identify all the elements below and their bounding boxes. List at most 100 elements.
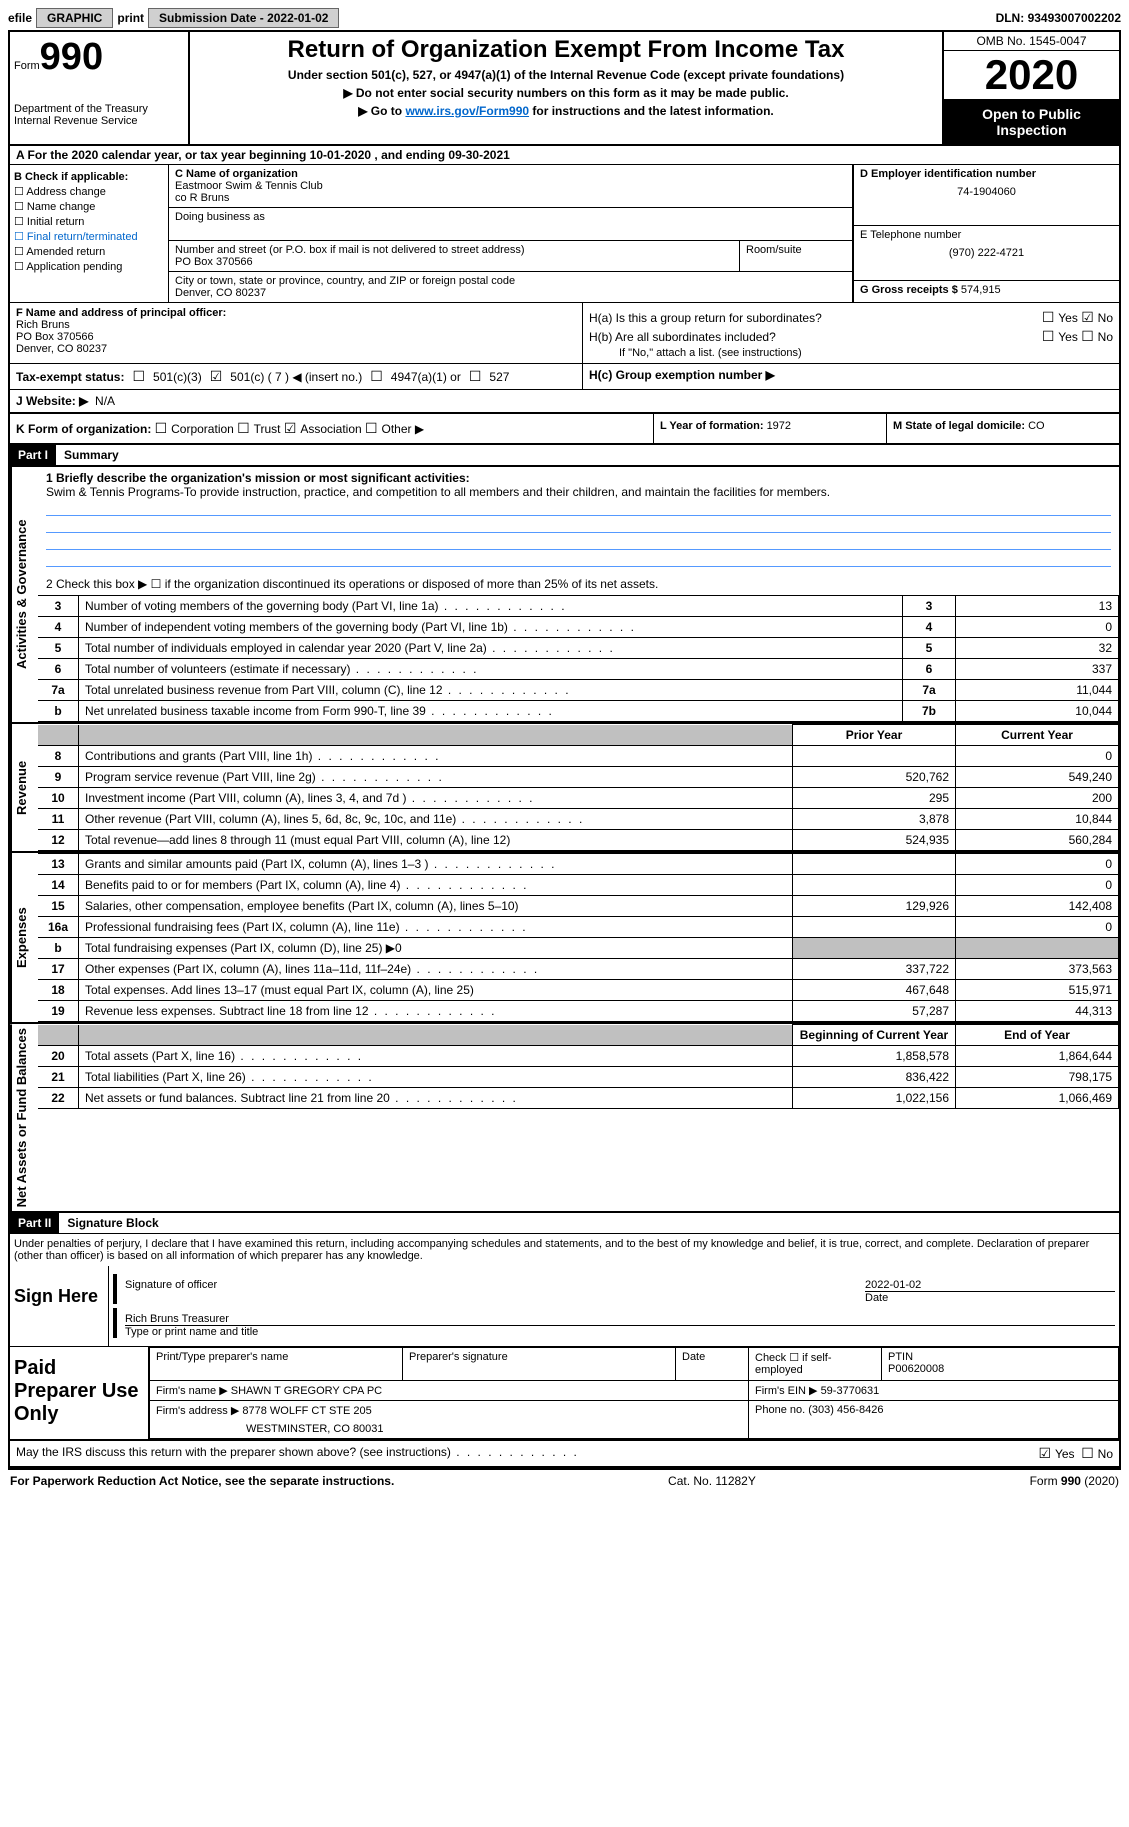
form-word: Form [14, 60, 40, 72]
vert-revenue: Revenue [10, 724, 38, 851]
chk-527[interactable] [469, 368, 482, 385]
table-row: 17Other expenses (Part IX, column (A), l… [38, 959, 1119, 980]
catalog-number: Cat. No. 11282Y [668, 1474, 756, 1488]
dln: DLN: 93493007002202 [996, 11, 1121, 25]
officer-cell: F Name and address of principal officer:… [10, 303, 583, 363]
submission-date-button[interactable]: Submission Date - 2022-01-02 [148, 8, 339, 28]
chk-application-pending[interactable]: Application pending [14, 260, 164, 273]
department: Department of the Treasury Internal Reve… [14, 103, 184, 127]
column-d: D Employer identification number 74-1904… [854, 165, 1119, 302]
declaration: Under penalties of perjury, I declare th… [10, 1234, 1119, 1266]
header: Form990 Department of the Treasury Inter… [10, 32, 1119, 146]
chk-501c[interactable] [210, 368, 223, 385]
print-label: print [117, 11, 144, 25]
q1-block: 1 Briefly describe the organization's mi… [38, 467, 1119, 573]
instruction-2: ▶ Go to www.irs.gov/Form990 for instruct… [198, 104, 934, 118]
signature-line: Signature of officer 2022-01-02Date [113, 1274, 1115, 1304]
chk-initial-return[interactable]: Initial return [14, 215, 164, 228]
h-b-note: If "No," attach a list. (see instruction… [619, 347, 1113, 359]
l-year: L Year of formation: 1972 [654, 414, 887, 443]
blank-line [46, 518, 1111, 533]
graphic-button[interactable]: GRAPHIC [36, 8, 113, 28]
chk-501c3[interactable] [132, 368, 145, 385]
table-row: 14Benefits paid to or for members (Part … [38, 875, 1119, 896]
table-row: 3Number of voting members of the governi… [38, 596, 1119, 617]
vert-netassets: Net Assets or Fund Balances [10, 1024, 38, 1211]
h-section: H(a) Is this a group return for subordin… [583, 303, 1119, 363]
table-row: 12Total revenue—add lines 8 through 11 (… [38, 830, 1119, 851]
chk-amended[interactable]: Amended return [14, 245, 164, 258]
chk-4947[interactable] [370, 368, 383, 385]
form-number: 990 [40, 36, 103, 78]
table-row: 13Grants and similar amounts paid (Part … [38, 854, 1119, 875]
discuss-row: May the IRS discuss this return with the… [10, 1441, 1119, 1468]
h-b: H(b) Are all subordinates included? Yes … [589, 328, 1113, 345]
discuss-yes[interactable] [1039, 1447, 1055, 1461]
km-row: K Form of organization: Corporation Trus… [10, 414, 1119, 445]
m-state: M State of legal domicile: CO [887, 414, 1119, 443]
chk-trust[interactable] [237, 422, 253, 436]
open-to-public: Open to Public Inspection [944, 100, 1119, 144]
expenses-table: 13Grants and similar amounts paid (Part … [38, 853, 1119, 1022]
table-row: Print/Type preparer's name Preparer's si… [150, 1348, 1119, 1381]
q2-block: 2 Check this box ▶ ☐ if the organization… [38, 573, 1119, 595]
column-c: C Name of organization Eastmoor Swim & T… [169, 165, 1119, 302]
form-ref: Form 990 (2020) [1030, 1474, 1119, 1488]
table-row: 11Other revenue (Part VIII, column (A), … [38, 809, 1119, 830]
table-row: bTotal fundraising expenses (Part IX, co… [38, 938, 1119, 959]
chk-name-change[interactable]: Name change [14, 200, 164, 213]
pra-notice: For Paperwork Reduction Act Notice, see … [10, 1474, 394, 1488]
revenue-section: Revenue Prior YearCurrent Year 8Contribu… [10, 724, 1119, 853]
table-row: 9Program service revenue (Part VIII, lin… [38, 767, 1119, 788]
form-container: Form990 Department of the Treasury Inter… [8, 30, 1121, 1470]
paid-preparer-row: Paid Preparer Use Only Print/Type prepar… [10, 1347, 1119, 1441]
table-row: Firm's name ▶ SHAWN T GREGORY CPA PC Fir… [150, 1381, 1119, 1401]
tax-status: Tax-exempt status: 501(c)(3) 501(c) ( 7 … [10, 364, 583, 389]
h-c: H(c) Group exemption number ▶ [583, 364, 1119, 389]
chk-final-return[interactable]: Final return/terminated [14, 230, 164, 243]
table-row: 7aTotal unrelated business revenue from … [38, 680, 1119, 701]
hb-yes[interactable] [1042, 330, 1058, 344]
h-a: H(a) Is this a group return for subordin… [589, 309, 1113, 326]
chk-corp[interactable] [155, 422, 171, 436]
ein-cell: D Employer identification number 74-1904… [854, 165, 1119, 226]
discuss-no[interactable] [1081, 1447, 1097, 1461]
table-row: 6Total number of volunteers (estimate if… [38, 659, 1119, 680]
dba-cell: Doing business as [169, 208, 852, 241]
chk-other[interactable] [365, 422, 381, 436]
table-row: 16aProfessional fundraising fees (Part I… [38, 917, 1119, 938]
table-row: 4Number of independent voting members of… [38, 617, 1119, 638]
table-row: 22Net assets or fund balances. Subtract … [38, 1088, 1119, 1109]
table-header: Beginning of Current YearEnd of Year [38, 1025, 1119, 1046]
hb-no[interactable] [1081, 330, 1097, 344]
table-row: 10Investment income (Part VIII, column (… [38, 788, 1119, 809]
gross-receipts-cell: G Gross receipts $ 574,915 [854, 281, 1119, 299]
table-row: 15Salaries, other compensation, employee… [38, 896, 1119, 917]
preparer-table: Print/Type preparer's name Preparer's si… [149, 1347, 1119, 1439]
form-title: Return of Organization Exempt From Incom… [198, 36, 934, 64]
sign-here-row: Sign Here Signature of officer 2022-01-0… [10, 1266, 1119, 1347]
tax-year: 2020 [944, 51, 1119, 100]
chk-assoc[interactable] [284, 422, 300, 436]
efile-label: efile [8, 11, 32, 25]
header-right: OMB No. 1545-0047 2020 Open to Public In… [942, 32, 1119, 144]
row-a-tax-year: A For the 2020 calendar year, or tax yea… [10, 146, 1119, 165]
ha-no[interactable] [1081, 311, 1097, 325]
table-row: 8Contributions and grants (Part VIII, li… [38, 746, 1119, 767]
table-row: 21Total liabilities (Part X, line 26)836… [38, 1067, 1119, 1088]
instruction-1: ▶ Do not enter social security numbers o… [198, 86, 934, 100]
ha-yes[interactable] [1042, 311, 1058, 325]
header-left: Form990 Department of the Treasury Inter… [10, 32, 190, 144]
revenue-table: Prior YearCurrent Year 8Contributions an… [38, 724, 1119, 851]
omb-number: OMB No. 1545-0047 [944, 32, 1119, 51]
table-row: 20Total assets (Part X, line 16)1,858,57… [38, 1046, 1119, 1067]
room-suite-cell: Room/suite [740, 241, 852, 272]
phone-cell: E Telephone number (970) 222-4721 [854, 226, 1119, 281]
website-row: J Website: ▶ N/A [10, 390, 1119, 414]
k-form-org: K Form of organization: Corporation Trus… [10, 414, 654, 443]
chk-address-change[interactable]: Address change [14, 185, 164, 198]
vert-expenses: Expenses [10, 853, 38, 1022]
form990-link[interactable]: www.irs.gov/Form990 [405, 104, 529, 118]
table-row: bNet unrelated business taxable income f… [38, 701, 1119, 722]
part1-header: Part I Summary [10, 445, 1119, 467]
